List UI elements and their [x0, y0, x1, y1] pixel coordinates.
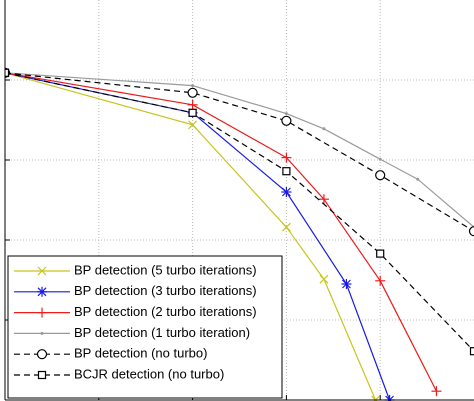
marker-stroke — [342, 279, 351, 289]
marker-shape — [191, 84, 195, 88]
marker — [40, 331, 44, 335]
marker-shape — [282, 167, 291, 176]
series-line — [5, 72, 474, 228]
marker-shape — [40, 331, 44, 335]
marker — [281, 152, 292, 163]
marker-shape — [37, 370, 47, 380]
marker — [188, 108, 197, 117]
legend-label: BP detection (5 turbo iterations) — [74, 262, 257, 277]
marker — [376, 249, 385, 258]
marker — [319, 274, 329, 284]
legend-entry: BP detection (no turbo) — [14, 346, 207, 361]
marker — [281, 115, 292, 126]
marker-shape — [378, 157, 382, 161]
marker-shape — [187, 87, 198, 98]
marker-shape — [36, 349, 48, 360]
marker — [37, 266, 47, 276]
legend-label: BP detection (3 turbo iterations) — [74, 283, 257, 298]
marker — [37, 370, 47, 380]
marker — [282, 167, 291, 176]
legend-entry: BP detection (1 turbo iteration) — [14, 325, 250, 340]
marker-shape — [322, 127, 326, 131]
marker-stroke — [188, 120, 198, 130]
marker — [188, 120, 198, 130]
marker — [5, 68, 10, 77]
marker — [378, 157, 382, 161]
marker-stroke — [281, 187, 291, 197]
series-line — [5, 72, 474, 232]
marker-shape — [188, 108, 197, 117]
marker — [281, 187, 292, 197]
marker-shape — [416, 177, 420, 181]
marker — [37, 286, 47, 297]
marker — [318, 194, 329, 205]
marker-stroke — [319, 274, 329, 284]
marker — [322, 127, 326, 131]
legend-entry: BCJR detection (no turbo) — [14, 366, 224, 381]
legend-label: BCJR detection (no turbo) — [74, 366, 224, 381]
series-line — [5, 72, 438, 392]
legend-label: BP detection (2 turbo iterations) — [74, 304, 257, 319]
marker — [341, 279, 352, 289]
legend-entry: BP detection (3 turbo iterations) — [14, 283, 257, 298]
marker — [281, 222, 291, 232]
marker — [37, 307, 47, 318]
marker — [375, 275, 386, 286]
marker-shape — [375, 170, 386, 181]
marker — [416, 177, 420, 181]
marker-shape — [5, 68, 10, 77]
marker-shape — [376, 249, 385, 258]
legend-entry: BP detection (5 turbo iterations) — [14, 262, 257, 277]
marker-shape — [469, 347, 474, 356]
marker — [469, 347, 474, 356]
legend-label: BP detection (1 turbo iteration) — [74, 325, 250, 340]
marker — [375, 170, 386, 181]
marker — [36, 349, 48, 360]
legend-entry: BP detection (2 turbo iterations) — [14, 304, 257, 319]
legend-label: BP detection (no turbo) — [74, 346, 207, 361]
marker-shape — [284, 112, 288, 116]
legend-box — [7, 255, 283, 399]
marker-shape — [281, 115, 292, 126]
marker — [187, 87, 198, 98]
marker-stroke — [281, 222, 291, 232]
marker — [191, 84, 195, 88]
legend: BP detection (5 turbo iterations) BP dete… — [7, 255, 283, 399]
marker — [468, 226, 474, 237]
marker — [187, 99, 198, 110]
marker-stroke — [37, 266, 47, 276]
marker — [284, 112, 288, 116]
marker-shape — [468, 226, 474, 237]
marker — [431, 386, 442, 397]
marker-stroke — [37, 287, 47, 297]
